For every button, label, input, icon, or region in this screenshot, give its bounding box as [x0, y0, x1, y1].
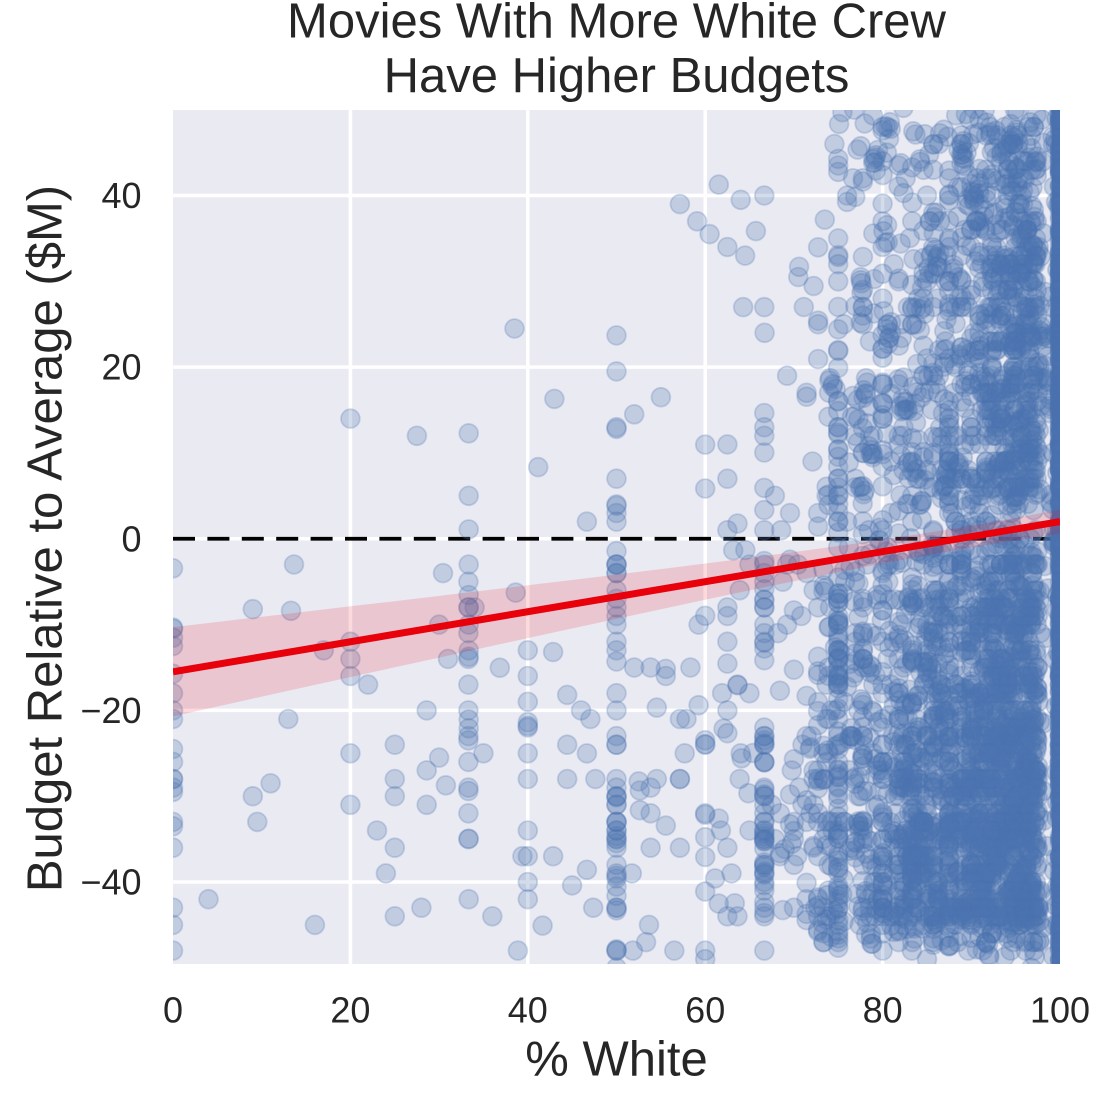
svg-text:Have Higher Budgets: Have Higher Budgets	[384, 49, 850, 103]
svg-text:40: 40	[101, 175, 141, 216]
svg-text:60: 60	[685, 989, 725, 1030]
svg-text:−40: −40	[80, 862, 141, 903]
svg-text:20: 20	[101, 347, 141, 388]
svg-text:80: 80	[863, 989, 903, 1030]
svg-text:Movies With More White Crew: Movies With More White Crew	[287, 0, 947, 48]
svg-text:100: 100	[1030, 989, 1090, 1030]
svg-text:0: 0	[121, 518, 141, 559]
svg-text:20: 20	[330, 989, 370, 1030]
svg-text:−20: −20	[80, 690, 141, 731]
svg-text:Budget Relative to Average ($M: Budget Relative to Average ($M)	[19, 185, 73, 892]
svg-text:% White: % White	[525, 1033, 707, 1087]
svg-text:0: 0	[163, 989, 183, 1030]
svg-text:40: 40	[508, 989, 548, 1030]
